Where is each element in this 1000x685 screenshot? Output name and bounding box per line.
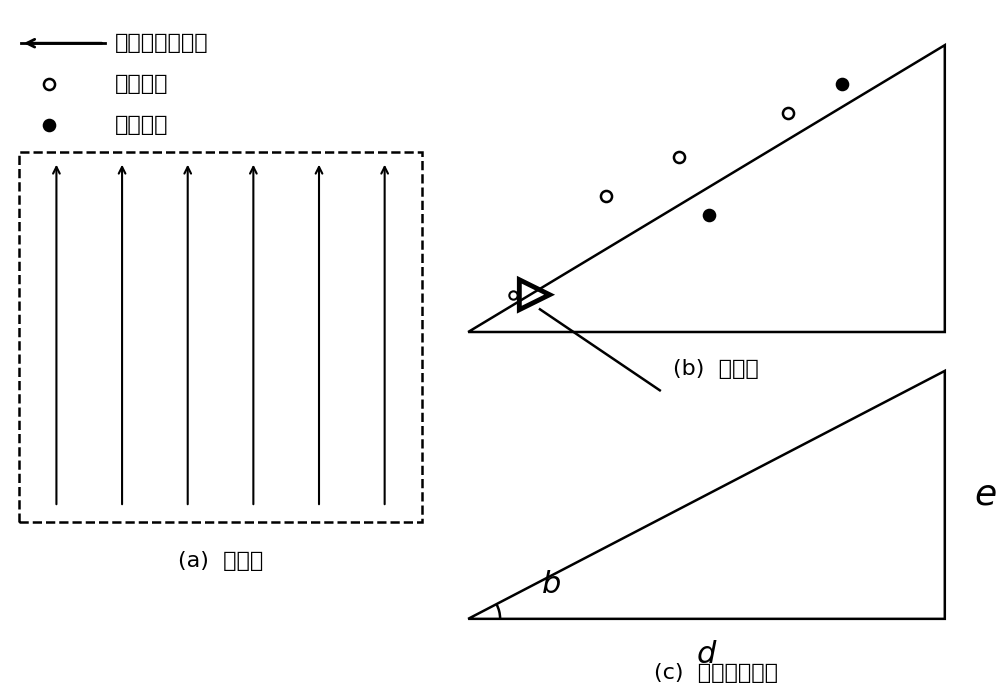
Text: b: b bbox=[542, 571, 561, 599]
Text: (b)  侧视图: (b) 侧视图 bbox=[673, 359, 759, 379]
Text: (c)  高度调整计算: (c) 高度调整计算 bbox=[654, 662, 778, 682]
Text: 垂直向外: 垂直向外 bbox=[114, 115, 168, 135]
Text: 无人机飞播路线: 无人机飞播路线 bbox=[114, 33, 208, 53]
Bar bbox=[19, 152, 422, 521]
Text: e: e bbox=[974, 478, 997, 512]
Text: d: d bbox=[697, 640, 716, 669]
Text: 垂直向里: 垂直向里 bbox=[114, 74, 168, 94]
Text: (a)  俦视图: (a) 俦视图 bbox=[178, 551, 263, 571]
